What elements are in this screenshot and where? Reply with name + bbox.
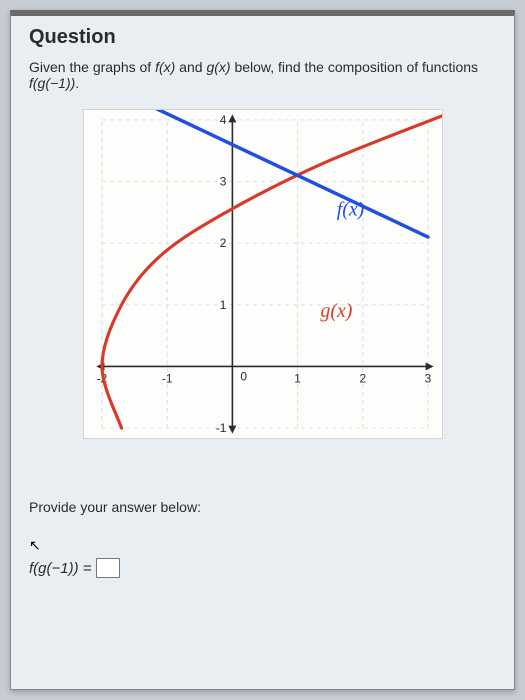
svg-text:g(x): g(x) (320, 300, 352, 322)
svg-text:1: 1 (294, 371, 301, 385)
svg-text:3: 3 (424, 371, 431, 385)
cursor-icon: ↖ (29, 537, 496, 554)
answer-input[interactable] (96, 558, 120, 578)
svg-text:2: 2 (359, 371, 366, 385)
answer-lhs: f(g(−1)) = (29, 560, 92, 577)
prompt-text: . (75, 75, 79, 91)
svg-text:f(x): f(x) (336, 198, 364, 220)
svg-text:3: 3 (219, 175, 226, 189)
answer-row: f(g(−1)) = (29, 558, 496, 578)
function-graph: -2-10123-11234f(x)g(x) (83, 109, 443, 439)
svg-text:-1: -1 (161, 371, 172, 385)
chart-container: -2-10123-11234f(x)g(x) (29, 109, 496, 439)
svg-text:0: 0 (240, 369, 247, 383)
svg-text:2: 2 (219, 236, 226, 250)
question-prompt: Given the graphs of f(x) and g(x) below,… (29, 59, 496, 91)
prompt-gx: g(x) (206, 59, 230, 75)
question-panel: Question Given the graphs of f(x) and g(… (10, 10, 515, 690)
svg-text:-1: -1 (215, 421, 226, 435)
prompt-fx: f(x) (155, 59, 175, 75)
prompt-text: and (175, 59, 206, 75)
prompt-comp: f(g(−1)) (29, 75, 75, 91)
answer-instruction: Provide your answer below: (29, 499, 496, 515)
svg-text:4: 4 (219, 113, 226, 127)
svg-text:1: 1 (219, 298, 226, 312)
question-heading: Question (29, 26, 496, 49)
prompt-text: Given the graphs of (29, 59, 155, 75)
prompt-text: below, find the composition of functions (231, 59, 478, 75)
